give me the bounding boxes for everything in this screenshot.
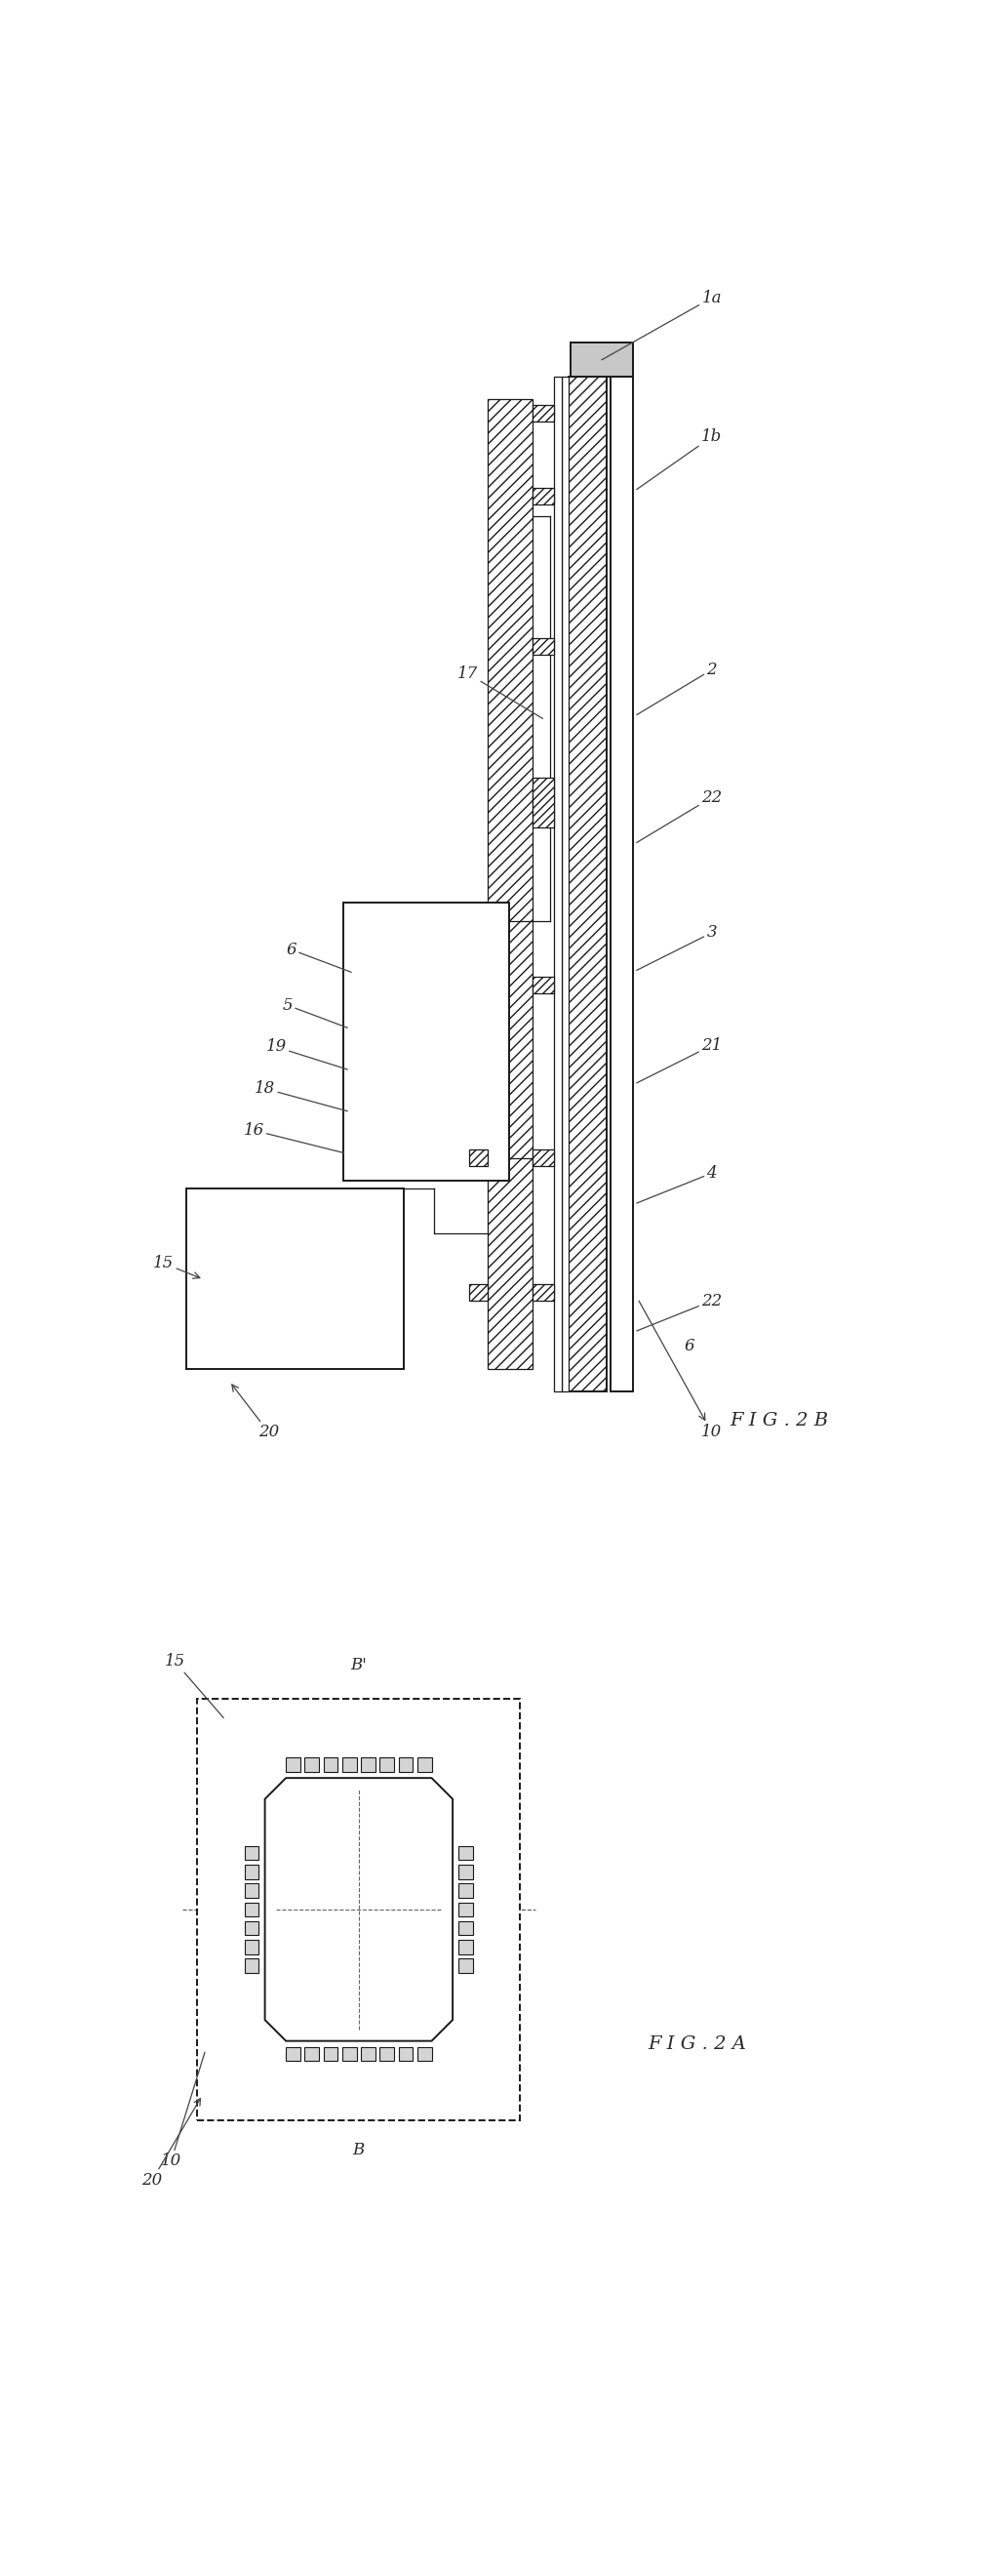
Bar bbox=[304, 1757, 319, 1772]
Bar bbox=[458, 1958, 473, 1973]
Bar bbox=[245, 1865, 259, 1878]
Text: 20: 20 bbox=[142, 2099, 201, 2187]
Text: F I G . 2 A: F I G . 2 A bbox=[647, 2035, 746, 2053]
Bar bbox=[533, 976, 554, 992]
Text: 3: 3 bbox=[636, 925, 717, 971]
Bar bbox=[286, 2048, 300, 2061]
Text: 19: 19 bbox=[266, 1038, 348, 1069]
Text: 15: 15 bbox=[164, 1654, 223, 1718]
Bar bbox=[245, 1958, 259, 1973]
Bar bbox=[417, 2048, 432, 2061]
Text: 22: 22 bbox=[636, 1293, 722, 1332]
Text: 15: 15 bbox=[153, 1255, 200, 1278]
Text: 10: 10 bbox=[639, 1301, 722, 1440]
Bar bbox=[245, 1940, 259, 1955]
Bar bbox=[458, 1865, 473, 1878]
Bar bbox=[398, 1757, 413, 1772]
Bar bbox=[469, 1285, 488, 1301]
Bar bbox=[554, 376, 561, 1391]
Text: 21: 21 bbox=[636, 1038, 722, 1082]
Bar bbox=[533, 778, 554, 827]
Text: 1a: 1a bbox=[602, 289, 722, 361]
Bar bbox=[245, 1901, 259, 1917]
Bar bbox=[344, 902, 509, 1180]
Bar bbox=[533, 404, 554, 422]
Bar bbox=[611, 376, 633, 1391]
Bar bbox=[186, 1188, 404, 1368]
Polygon shape bbox=[265, 1777, 453, 2040]
Bar bbox=[361, 1757, 375, 1772]
Text: B: B bbox=[353, 2141, 365, 2159]
Bar bbox=[323, 1757, 338, 1772]
Text: 18: 18 bbox=[255, 1079, 348, 1110]
Bar bbox=[417, 1757, 432, 1772]
Bar bbox=[458, 1883, 473, 1899]
Bar bbox=[570, 343, 633, 376]
Text: 22: 22 bbox=[636, 788, 722, 842]
Bar bbox=[342, 1757, 357, 1772]
Bar bbox=[469, 1149, 488, 1167]
Bar bbox=[323, 2048, 338, 2061]
Bar bbox=[245, 1847, 259, 1860]
Bar bbox=[458, 1922, 473, 1935]
Bar bbox=[458, 1940, 473, 1955]
Text: B': B' bbox=[351, 1656, 367, 1674]
Bar bbox=[286, 1757, 300, 1772]
Bar bbox=[379, 1757, 394, 1772]
Bar bbox=[458, 1847, 473, 1860]
Bar bbox=[458, 1901, 473, 1917]
Text: 6: 6 bbox=[286, 940, 352, 971]
Text: 16: 16 bbox=[243, 1123, 344, 1154]
Bar bbox=[198, 1700, 521, 2120]
Bar bbox=[569, 376, 607, 1391]
Bar bbox=[533, 487, 554, 505]
Text: F I G . 2 B: F I G . 2 B bbox=[730, 1412, 829, 1430]
Bar bbox=[533, 1285, 554, 1301]
Text: 6: 6 bbox=[684, 1337, 695, 1355]
Text: 4: 4 bbox=[636, 1164, 717, 1203]
Text: 2: 2 bbox=[636, 662, 717, 716]
Bar bbox=[342, 2048, 357, 2061]
Bar bbox=[304, 2048, 319, 2061]
Bar bbox=[561, 376, 569, 1391]
Text: 1b: 1b bbox=[636, 428, 722, 489]
Text: 5: 5 bbox=[283, 997, 348, 1028]
Text: 20: 20 bbox=[232, 1386, 279, 1440]
Bar bbox=[398, 2048, 413, 2061]
Text: 17: 17 bbox=[457, 665, 542, 719]
Bar bbox=[533, 639, 554, 654]
Bar bbox=[245, 1922, 259, 1935]
Bar bbox=[361, 2048, 375, 2061]
Bar bbox=[533, 1149, 554, 1167]
Bar bbox=[245, 1883, 259, 1899]
Bar bbox=[379, 2048, 394, 2061]
Text: 10: 10 bbox=[161, 2053, 205, 2169]
Bar bbox=[488, 399, 533, 1368]
